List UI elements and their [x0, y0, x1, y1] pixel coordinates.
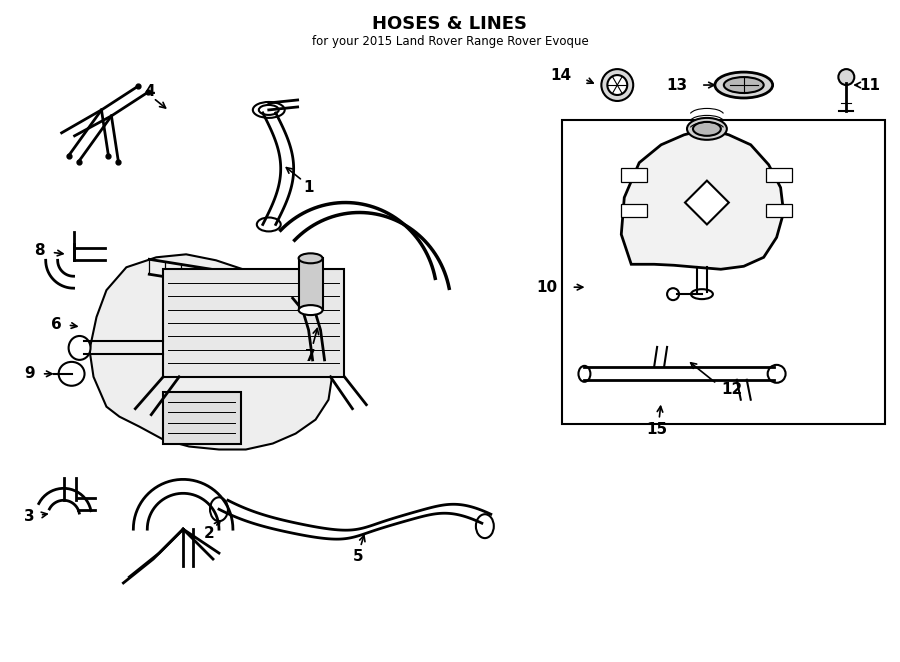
Polygon shape — [685, 181, 729, 224]
Ellipse shape — [256, 218, 281, 232]
Text: 13: 13 — [666, 77, 687, 93]
Text: 8: 8 — [34, 243, 45, 258]
Bar — [766, 203, 792, 218]
Text: for your 2015 Land Rover Range Rover Evoque: for your 2015 Land Rover Range Rover Evo… — [311, 35, 589, 48]
Ellipse shape — [768, 365, 786, 383]
Text: 12: 12 — [721, 382, 742, 397]
Text: 10: 10 — [536, 279, 557, 295]
Text: 7: 7 — [305, 350, 316, 364]
Ellipse shape — [476, 514, 494, 538]
Ellipse shape — [724, 77, 764, 93]
Text: 3: 3 — [24, 508, 35, 524]
Ellipse shape — [579, 366, 590, 382]
Ellipse shape — [210, 497, 228, 521]
Bar — [621, 203, 647, 218]
Ellipse shape — [601, 69, 634, 101]
Text: HOSES & LINES: HOSES & LINES — [373, 15, 527, 33]
Ellipse shape — [608, 75, 627, 95]
Text: 15: 15 — [646, 422, 668, 437]
Text: 11: 11 — [860, 77, 881, 93]
Bar — [621, 167, 647, 181]
Text: 2: 2 — [203, 526, 214, 541]
Polygon shape — [621, 129, 784, 269]
Ellipse shape — [839, 69, 854, 85]
Text: 5: 5 — [353, 549, 364, 563]
Bar — [163, 392, 241, 444]
Bar — [299, 258, 322, 310]
Ellipse shape — [687, 118, 727, 140]
Text: 14: 14 — [551, 68, 572, 83]
Ellipse shape — [253, 102, 284, 118]
Ellipse shape — [693, 122, 721, 136]
Ellipse shape — [715, 72, 772, 98]
Bar — [562, 120, 886, 424]
Ellipse shape — [299, 305, 322, 315]
Ellipse shape — [58, 362, 85, 386]
Text: 9: 9 — [24, 366, 35, 381]
Text: 1: 1 — [303, 180, 314, 195]
Bar — [766, 167, 792, 181]
Ellipse shape — [667, 288, 679, 300]
Ellipse shape — [259, 105, 279, 115]
Polygon shape — [89, 254, 332, 449]
Text: 4: 4 — [144, 83, 155, 99]
Ellipse shape — [299, 254, 322, 263]
Ellipse shape — [68, 336, 91, 360]
Text: 6: 6 — [51, 316, 62, 332]
Ellipse shape — [691, 289, 713, 299]
Bar — [163, 269, 345, 377]
